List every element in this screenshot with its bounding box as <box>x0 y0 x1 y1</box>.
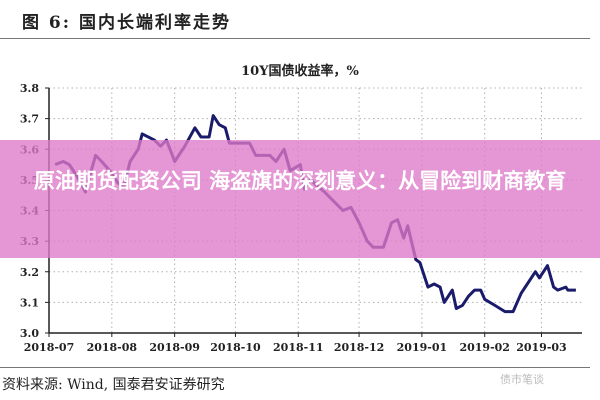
banner-text[interactable]: 原油期货配资公司 海盗旗的深刻意义：从冒险到财商教育 <box>33 169 567 193</box>
watermark-logo: 债市笔谈 <box>500 373 544 386</box>
x-tick-label: 2019-02 <box>459 341 510 354</box>
y-tick-label: 3.8 <box>20 82 39 95</box>
bottom-divider <box>0 367 590 368</box>
top-divider <box>0 38 590 39</box>
x-tick-label: 2018-09 <box>149 341 200 354</box>
y-tick-label: 3.0 <box>20 327 39 340</box>
overlay-banner[interactable]: 原油期货配资公司 海盗旗的深刻意义：从冒险到财商教育 <box>0 140 600 258</box>
x-tick-label: 2018-10 <box>210 341 261 354</box>
x-tick-label: 2019-03 <box>516 341 567 354</box>
x-tick-label: 2018-12 <box>334 341 385 354</box>
chart-title: 10Y国债收益率，% <box>241 63 359 79</box>
x-tick-label: 2018-07 <box>24 341 75 354</box>
source-note: 资料来源: Wind, 国泰君安证券研究 <box>2 377 225 393</box>
y-tick-label: 3.1 <box>20 296 39 309</box>
x-tick-label: 2019-01 <box>397 341 448 354</box>
figure-title: 图 6: 国内长端利率走势 <box>22 13 231 33</box>
y-tick-label: 3.7 <box>20 113 39 126</box>
x-tick-label: 2018-11 <box>273 341 324 354</box>
y-tick-label: 3.2 <box>20 266 39 279</box>
x-tick-label: 2018-08 <box>87 341 138 354</box>
